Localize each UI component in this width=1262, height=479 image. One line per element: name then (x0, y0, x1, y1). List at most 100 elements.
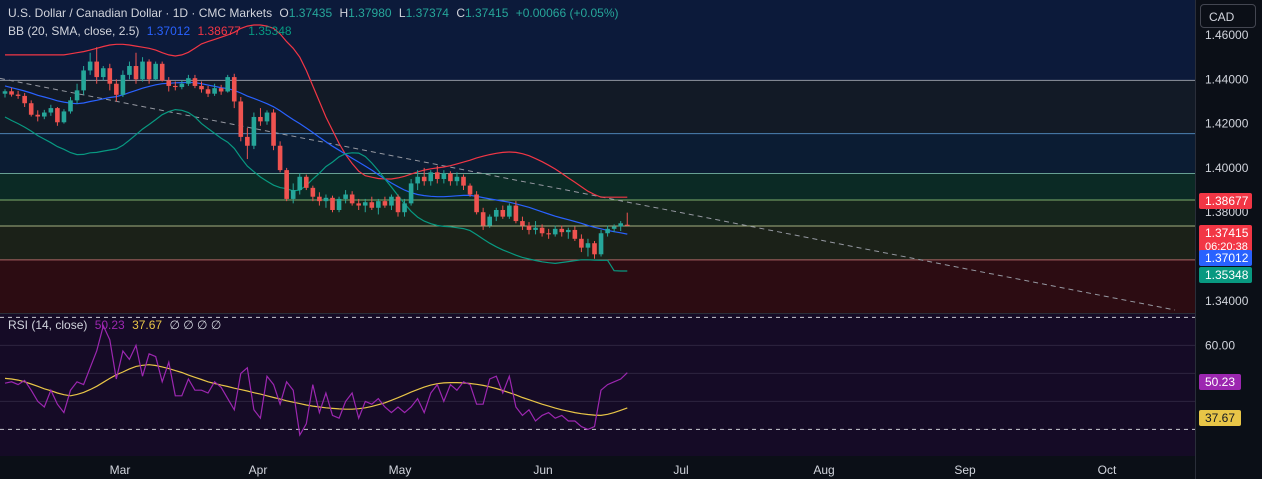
candle-body (500, 209, 506, 217)
candle-body (520, 221, 525, 226)
price-zone (0, 80, 1195, 134)
candle-body (271, 112, 276, 146)
price-zone (0, 0, 1195, 81)
candle-body (310, 187, 316, 197)
candle-body (624, 224, 630, 226)
candle-body (304, 176, 309, 188)
rsi-lines (0, 316, 1195, 437)
candle-body (94, 61, 99, 78)
time-tick-label: Mar (110, 463, 131, 477)
rsi-label: RSI (14, close) (8, 318, 88, 332)
candle-body (42, 112, 47, 117)
rsi-label-box (1199, 410, 1241, 426)
close-value: 1.37415 (465, 6, 509, 20)
high-value: 1.37980 (348, 6, 392, 20)
rsi-background (0, 314, 1195, 456)
candle-body (323, 197, 329, 202)
candle-body (297, 176, 303, 191)
candle-body (9, 91, 14, 95)
open-value: 1.37435 (288, 6, 333, 20)
rsi-label-box (1199, 374, 1241, 390)
candle-body (153, 63, 158, 80)
candle-body (330, 197, 335, 210)
candle-body (238, 101, 244, 137)
price-tick-label: 1.46000 (1205, 28, 1249, 42)
candle-body (290, 190, 296, 199)
candle-body (284, 170, 289, 199)
candle-body (611, 226, 617, 229)
candle-body (166, 80, 172, 86)
trendline (0, 77, 1176, 311)
candle-body (605, 228, 610, 234)
candle-body (467, 185, 473, 195)
bb-upper-value: 1.38677 (197, 24, 241, 38)
rsi-value: 50.23 (94, 318, 125, 332)
candle-body (369, 202, 375, 208)
candle-body (2, 91, 8, 94)
price-label-text: 1.37012 (1205, 251, 1249, 265)
low-label: L (398, 6, 406, 20)
price-zone (0, 225, 1195, 260)
candle-body (61, 111, 67, 123)
candle-body (173, 85, 178, 88)
candle-body (107, 68, 113, 84)
rsi-ma-value: 37.67 (132, 318, 163, 332)
price-label-text: 1.35348 (1205, 268, 1249, 282)
candle-body (539, 227, 545, 234)
currency-button[interactable]: CAD (1200, 4, 1256, 28)
low-value: 1.37374 (405, 6, 449, 20)
bb-upper-line (5, 24, 628, 198)
candle-body (376, 201, 381, 208)
bb-legend[interactable]: BB (20, SMA, close, 2.5) 1.37012 1.38677… (8, 24, 296, 38)
price-tick-label: 1.40000 (1205, 161, 1249, 175)
rsi-label-text: 50.23 (1205, 375, 1235, 389)
rsi-tick-label: 60.00 (1205, 338, 1235, 352)
candle-body (428, 172, 434, 182)
candle-body (493, 209, 499, 217)
candle-body (441, 173, 447, 179)
candle-body (435, 172, 440, 179)
candle-body (35, 114, 41, 117)
rsi-label-text: 37.67 (1205, 411, 1235, 425)
candle-body (474, 194, 479, 213)
candle-body (74, 90, 80, 101)
candle-body (546, 233, 551, 235)
candle-body (212, 88, 217, 94)
candle-body (100, 68, 106, 78)
candle-body (389, 196, 394, 206)
price-labels: 1.386771.3741506:20:381.370121.3534850.2… (1199, 193, 1252, 426)
price-tick-label: 1.34000 (1205, 294, 1249, 308)
candle-body (343, 194, 348, 199)
rsi-legend[interactable]: RSI (14, close) 50.23 37.67 ∅ ∅ ∅ ∅ (8, 318, 225, 332)
candle-body (487, 216, 492, 226)
candle-body (199, 85, 204, 90)
candle-body (317, 196, 322, 202)
rsi-pane-background (0, 313, 1262, 456)
bb-lower-value: 1.35348 (248, 24, 292, 38)
candle-body (140, 61, 145, 80)
candle-body (526, 225, 532, 230)
price-tick-label: 1.42000 (1205, 117, 1249, 131)
candle-body (28, 103, 34, 115)
candle-body (415, 176, 420, 184)
candle-body (159, 63, 165, 81)
candle-body (566, 229, 571, 233)
candle-body (120, 74, 126, 95)
candle-body (480, 212, 486, 226)
candle-body (395, 196, 401, 213)
main-pane-background (0, 0, 1195, 313)
candle-body (402, 203, 407, 213)
candle-body (507, 205, 512, 217)
candle-body (349, 194, 355, 204)
time-tick-label: Aug (813, 463, 834, 477)
candle-body (408, 183, 414, 204)
candle-body (231, 77, 237, 102)
price-label-box (1199, 267, 1252, 283)
symbol-legend[interactable]: U.S. Dollar / Canadian Dollar · 1D · CMC… (8, 6, 622, 20)
candle-body (55, 108, 60, 123)
trendline-segment (0, 77, 1176, 311)
candle-body (205, 89, 211, 94)
candle-body (454, 176, 460, 182)
candle-body (598, 233, 604, 255)
